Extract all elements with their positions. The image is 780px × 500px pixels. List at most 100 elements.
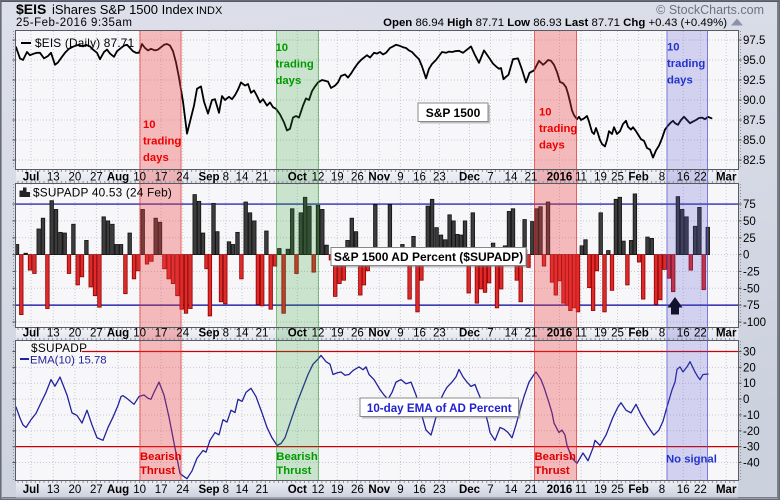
- svg-text:19: 19: [331, 484, 344, 496]
- svg-text:10: 10: [667, 42, 680, 54]
- svg-text:Feb: Feb: [628, 328, 648, 340]
- svg-text:© StockCharts.com: © StockCharts.com: [656, 3, 764, 17]
- svg-text:11: 11: [575, 328, 587, 340]
- svg-text:12: 12: [312, 172, 325, 184]
- svg-text:Open 86.94 High 87.71 Low 86: Open 86.94 High 87.71 Low 86.93 Last 87.…: [383, 17, 727, 29]
- svg-text:10: 10: [276, 42, 289, 54]
- svg-text:14: 14: [505, 484, 518, 496]
- svg-text:Oct: Oct: [288, 172, 307, 184]
- svg-text:Aug: Aug: [107, 328, 129, 340]
- svg-text:8: 8: [659, 172, 665, 184]
- svg-text:30: 30: [743, 347, 756, 359]
- svg-text:9: 9: [397, 484, 403, 496]
- svg-text:24: 24: [176, 172, 189, 184]
- svg-text:17: 17: [155, 484, 168, 496]
- svg-text:14: 14: [236, 484, 249, 496]
- svg-text:20: 20: [743, 362, 756, 374]
- svg-text:INDX: INDX: [196, 5, 223, 17]
- svg-text:Oct: Oct: [288, 484, 307, 496]
- svg-text:16: 16: [677, 484, 690, 496]
- svg-text:Bearish: Bearish: [535, 451, 577, 463]
- svg-text:20: 20: [69, 328, 82, 340]
- svg-text:Bearish: Bearish: [276, 451, 318, 463]
- svg-text:27: 27: [90, 484, 103, 496]
- svg-text:19: 19: [594, 484, 607, 496]
- svg-text:$SUPADP 40.53 (24 Feb): $SUPADP 40.53 (24 Feb): [33, 186, 172, 200]
- svg-text:19: 19: [331, 328, 344, 340]
- svg-text:10: 10: [743, 378, 756, 390]
- svg-text:25: 25: [743, 233, 756, 245]
- svg-text:Sep: Sep: [198, 172, 219, 184]
- svg-text:17: 17: [155, 328, 168, 340]
- svg-text:9: 9: [397, 172, 403, 184]
- svg-text:-10: -10: [743, 410, 760, 422]
- svg-text:trading: trading: [276, 59, 314, 71]
- svg-text:Feb: Feb: [628, 484, 648, 496]
- svg-text:Jul: Jul: [23, 172, 40, 184]
- svg-text:trading: trading: [667, 58, 705, 70]
- svg-text:-40: -40: [743, 458, 760, 470]
- svg-text:Dec: Dec: [459, 328, 481, 340]
- svg-text:Thrust: Thrust: [535, 465, 570, 477]
- svg-text:-20: -20: [743, 426, 760, 438]
- svg-text:22: 22: [694, 172, 707, 184]
- svg-text:Aug: Aug: [107, 484, 129, 496]
- svg-text:10: 10: [143, 119, 156, 131]
- svg-text:$EIS: $EIS: [16, 1, 46, 17]
- svg-text:S&P 1500: S&P 1500: [426, 106, 481, 120]
- svg-text:days: days: [143, 152, 169, 164]
- svg-text:Nov: Nov: [368, 484, 390, 496]
- svg-text:22: 22: [694, 328, 707, 340]
- svg-text:Bearish: Bearish: [140, 451, 182, 463]
- svg-text:-25: -25: [743, 266, 760, 278]
- svg-text:2016: 2016: [547, 328, 573, 340]
- svg-text:22: 22: [694, 484, 707, 496]
- svg-text:10: 10: [133, 172, 146, 184]
- svg-text:95.0: 95.0: [743, 55, 765, 67]
- svg-text:13: 13: [47, 484, 60, 496]
- svg-text:Nov: Nov: [368, 328, 390, 340]
- svg-text:8: 8: [659, 484, 665, 496]
- svg-text:27: 27: [90, 328, 103, 340]
- svg-text:82.5: 82.5: [743, 155, 765, 167]
- svg-text:Aug: Aug: [107, 172, 129, 184]
- svg-text:75: 75: [743, 199, 756, 211]
- svg-text:9: 9: [397, 328, 403, 340]
- svg-text:23: 23: [433, 484, 446, 496]
- svg-text:2016: 2016: [547, 172, 573, 184]
- svg-text:S&P 1500 AD Percent ($SUPADP): S&P 1500 AD Percent ($SUPADP): [334, 250, 523, 264]
- svg-text:Sep: Sep: [198, 484, 219, 496]
- svg-text:Jul: Jul: [23, 484, 40, 496]
- svg-text:21: 21: [525, 484, 538, 496]
- svg-text:Oct: Oct: [288, 328, 307, 340]
- svg-text:iShares S&P 1500 Index: iShares S&P 1500 Index: [52, 2, 194, 17]
- svg-text:10: 10: [539, 107, 552, 119]
- svg-text:21: 21: [256, 172, 269, 184]
- svg-text:50: 50: [743, 216, 756, 228]
- svg-text:92.5: 92.5: [743, 75, 765, 87]
- svg-text:Feb: Feb: [628, 172, 648, 184]
- svg-text:14: 14: [236, 328, 249, 340]
- svg-text:16: 16: [413, 328, 426, 340]
- svg-text:21: 21: [256, 328, 269, 340]
- svg-text:16: 16: [413, 172, 426, 184]
- svg-text:16: 16: [677, 328, 690, 340]
- svg-text:13: 13: [47, 328, 60, 340]
- svg-text:Nov: Nov: [368, 172, 390, 184]
- svg-text:0: 0: [743, 250, 749, 262]
- svg-text:14: 14: [505, 328, 518, 340]
- svg-text:14: 14: [505, 172, 518, 184]
- svg-text:10: 10: [133, 484, 146, 496]
- svg-text:97.5: 97.5: [743, 35, 765, 47]
- svg-text:11: 11: [575, 484, 587, 496]
- svg-text:20: 20: [69, 484, 82, 496]
- svg-text:19: 19: [594, 172, 607, 184]
- svg-text:11: 11: [575, 172, 587, 184]
- svg-text:Sep: Sep: [198, 328, 219, 340]
- svg-text:-75: -75: [743, 300, 760, 312]
- svg-text:Mar: Mar: [716, 484, 737, 496]
- svg-text:21: 21: [256, 484, 269, 496]
- svg-text:8: 8: [223, 172, 229, 184]
- svg-text:27: 27: [90, 172, 103, 184]
- svg-text:10: 10: [133, 328, 146, 340]
